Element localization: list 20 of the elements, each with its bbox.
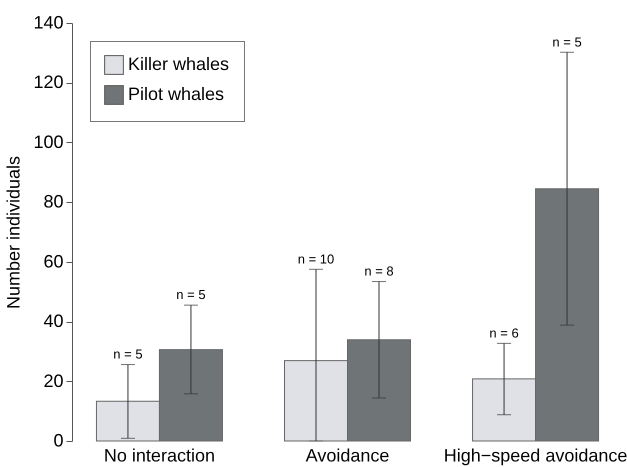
y-tick-label: 40 — [43, 311, 64, 332]
x-tick-label: Avoidance — [306, 446, 390, 466]
annotation: n = 10 — [298, 251, 334, 266]
annotation: n = 8 — [364, 264, 394, 279]
y-tick-label: 80 — [43, 192, 64, 212]
legend-label: Pilot whales — [128, 84, 224, 104]
annotation: n = 5 — [176, 287, 206, 302]
y-axis-title: Number individuals — [3, 156, 24, 310]
x-tick-label: No interaction — [104, 446, 215, 466]
y-tick-label: 140 — [33, 12, 64, 32]
y-tick-label: 20 — [43, 370, 64, 391]
y-tick-label: 120 — [33, 72, 64, 92]
y-tick-label: 0 — [53, 430, 64, 450]
x-tick-label: High−speed avoidance — [444, 446, 627, 466]
y-tick-label: 100 — [33, 132, 64, 152]
y-tick-label: 60 — [43, 251, 64, 272]
annotation: n = 5 — [552, 34, 582, 50]
annotation: n = 6 — [489, 325, 519, 340]
annotation: n = 5 — [113, 346, 143, 362]
legend-label: Killer whales — [128, 54, 230, 74]
